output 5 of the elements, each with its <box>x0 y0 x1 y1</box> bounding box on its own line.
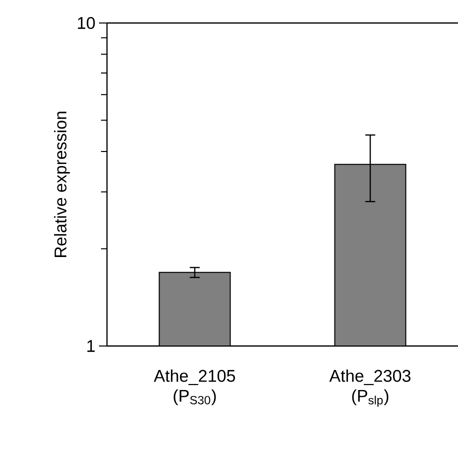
y-axis-title: Relative expression <box>54 112 70 258</box>
x-tick-label: Athe_2303 (P$_{slp}$) <box>329 369 410 407</box>
y-tick-label: 10 <box>78 17 95 29</box>
x-tick-label: Athe_2105 (P$_{S30}$) <box>154 369 235 406</box>
y-tick-label: 1 <box>87 340 95 352</box>
